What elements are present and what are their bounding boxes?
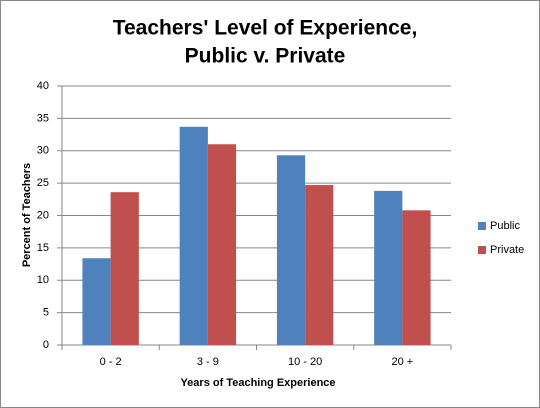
legend-swatch	[478, 246, 486, 254]
bar	[276, 155, 306, 345]
y-tick-label: 25	[37, 177, 49, 189]
legend-label: Public	[490, 220, 520, 232]
bar	[374, 190, 403, 345]
y-tick-label: 10	[37, 274, 49, 286]
legend-label: Private	[490, 244, 524, 256]
x-tick-label: 20 +	[392, 356, 414, 368]
legend-swatch	[478, 222, 486, 230]
x-tick-label: 10 - 20	[288, 356, 322, 368]
y-tick-label: 20	[37, 209, 49, 221]
bar	[305, 185, 334, 345]
bar	[110, 192, 139, 345]
x-tick-label: 3 - 9	[197, 356, 219, 368]
x-tick-label: 0 - 2	[100, 356, 122, 368]
y-tick-label: 15	[37, 242, 49, 254]
y-tick-label: 5	[43, 307, 49, 319]
chart-title: Teachers' Level of Experience,	[113, 17, 418, 40]
y-tick-label: 30	[37, 145, 49, 157]
bar	[82, 258, 111, 345]
y-tick-label: 40	[37, 80, 49, 92]
y-tick-label: 0	[43, 339, 49, 351]
chart-title: Public v. Private	[185, 45, 346, 68]
y-tick-label: 35	[37, 112, 49, 124]
bar	[179, 126, 208, 345]
x-axis-title: Years of Teaching Experience	[180, 377, 335, 389]
bar	[402, 210, 431, 345]
bar	[207, 144, 237, 345]
y-axis-title: Percent of Teachers	[21, 163, 33, 267]
